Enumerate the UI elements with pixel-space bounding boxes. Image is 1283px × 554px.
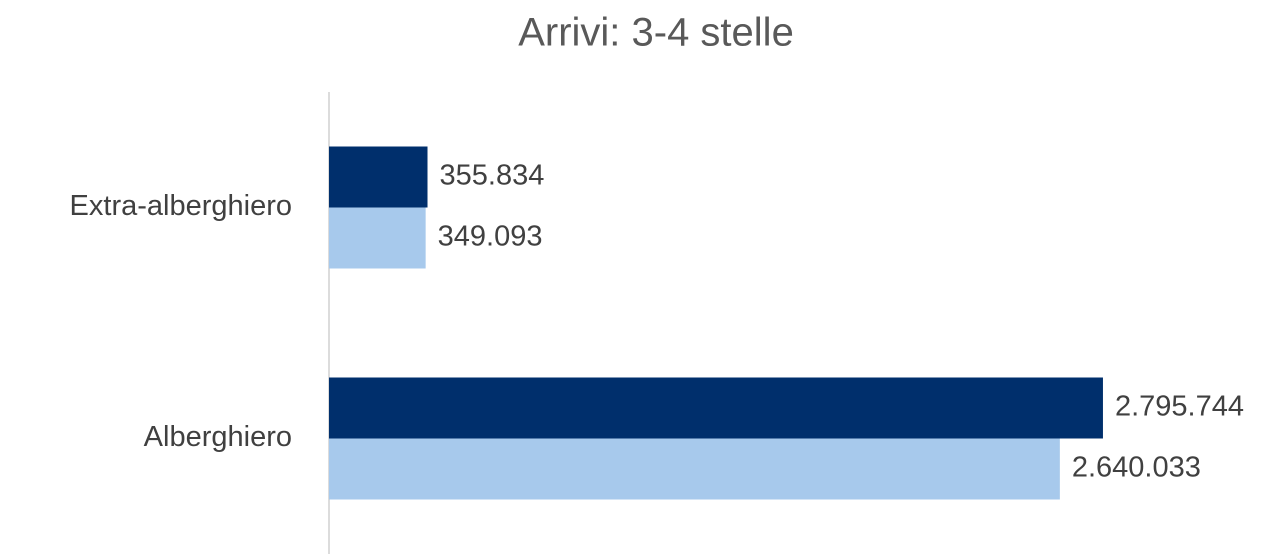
data-label: 355.834 bbox=[440, 160, 545, 192]
y-tick-label: Alberghiero bbox=[144, 421, 292, 453]
data-label: 2.640.033 bbox=[1072, 452, 1201, 484]
y-tick-label: Extra-alberghiero bbox=[70, 190, 292, 222]
bar bbox=[329, 207, 426, 269]
data-label: 349.093 bbox=[438, 221, 543, 253]
bar bbox=[329, 146, 428, 208]
data-label: 2.795.744 bbox=[1115, 391, 1244, 423]
bar bbox=[329, 377, 1103, 439]
chart-title: Arrivi: 3-4 stelle bbox=[518, 11, 794, 55]
bar bbox=[329, 438, 1060, 500]
